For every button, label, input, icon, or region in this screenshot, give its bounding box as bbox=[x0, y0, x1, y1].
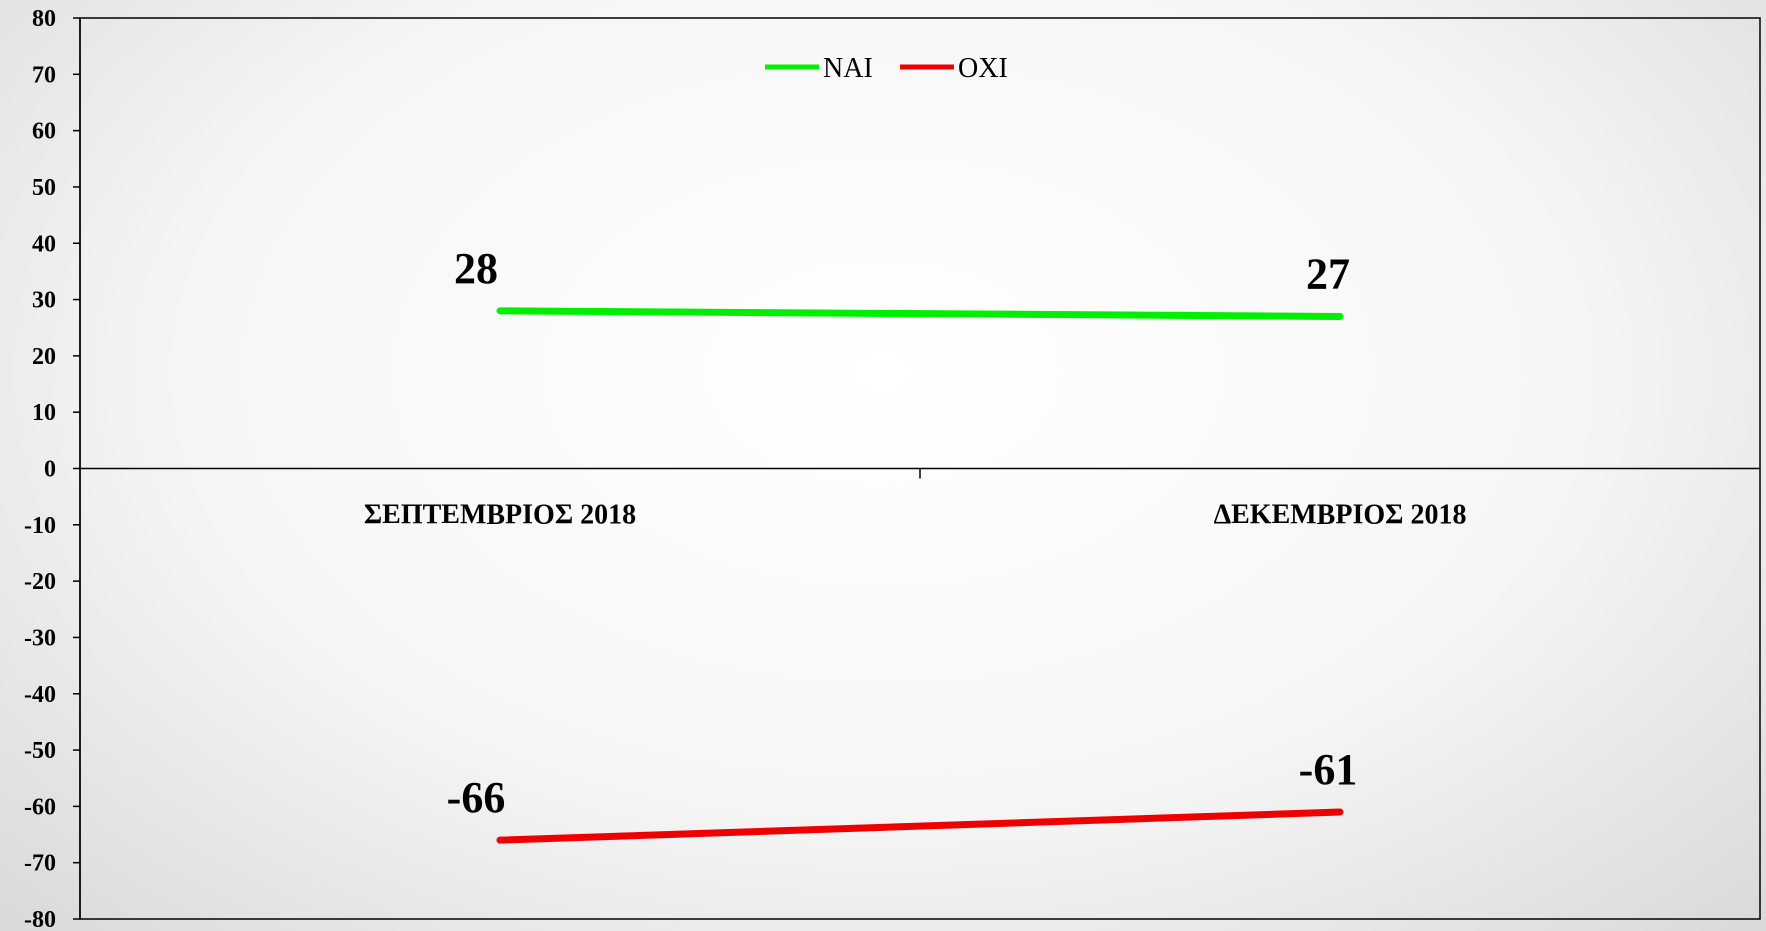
y-tick-label: -60 bbox=[24, 794, 56, 820]
legend-label: NAI bbox=[823, 53, 873, 84]
x-axis-category-labels: ΣΕΠΤΕΜΒΡΙΟΣ 2018 ΔΕΚΕΜΒΡΙΟΣ 2018 bbox=[364, 500, 1467, 531]
y-tick-label: -70 bbox=[24, 851, 56, 877]
data-point bbox=[497, 307, 503, 314]
y-tick-label: 20 bbox=[32, 344, 56, 370]
y-tick-label: 30 bbox=[32, 288, 56, 314]
y-tick-label: -10 bbox=[24, 513, 56, 539]
y-axis-tick-labels: 80 70 60 50 40 30 20 10 0 -10 -20 -30 -40 -50 -60 -70 -8… bbox=[24, 6, 56, 931]
y-axis-ticks bbox=[73, 17, 80, 920]
data-label: -66 bbox=[447, 773, 506, 822]
legend: NAI OXI bbox=[765, 53, 1008, 84]
legend-marker bbox=[789, 64, 795, 70]
series-line bbox=[496, 808, 1344, 844]
y-tick-label: 60 bbox=[32, 119, 56, 145]
y-tick-label: 10 bbox=[32, 400, 56, 426]
data-label: 27 bbox=[1306, 249, 1350, 298]
y-tick-label: 80 bbox=[32, 6, 56, 32]
y-tick-label: 0 bbox=[44, 457, 56, 483]
y-tick-label: -30 bbox=[24, 625, 56, 651]
x-category-label: ΔΕΚΕΜΒΡΙΟΣ 2018 bbox=[1214, 500, 1467, 531]
series-line bbox=[496, 307, 1344, 320]
y-tick-label: -80 bbox=[24, 907, 56, 931]
plot-area bbox=[79, 17, 1761, 920]
legend-label: OXI bbox=[958, 53, 1008, 84]
y-tick-label: -20 bbox=[24, 569, 56, 595]
y-tick-label: 40 bbox=[32, 231, 56, 257]
series-lines bbox=[496, 307, 1344, 844]
data-labels: 28 27 -66 -61 bbox=[447, 244, 1358, 822]
data-point bbox=[497, 837, 503, 844]
x-category-label: ΣΕΠΤΕΜΒΡΙΟΣ 2018 bbox=[364, 500, 636, 531]
data-label: -61 bbox=[1299, 745, 1358, 794]
y-tick-label: -50 bbox=[24, 738, 56, 764]
y-tick-label: 50 bbox=[32, 175, 56, 201]
data-label: 28 bbox=[454, 244, 498, 293]
y-tick-label: -40 bbox=[24, 682, 56, 708]
data-point bbox=[1337, 313, 1343, 320]
legend-marker bbox=[924, 64, 930, 70]
y-tick-label: 70 bbox=[32, 62, 56, 88]
data-point bbox=[1337, 809, 1343, 816]
